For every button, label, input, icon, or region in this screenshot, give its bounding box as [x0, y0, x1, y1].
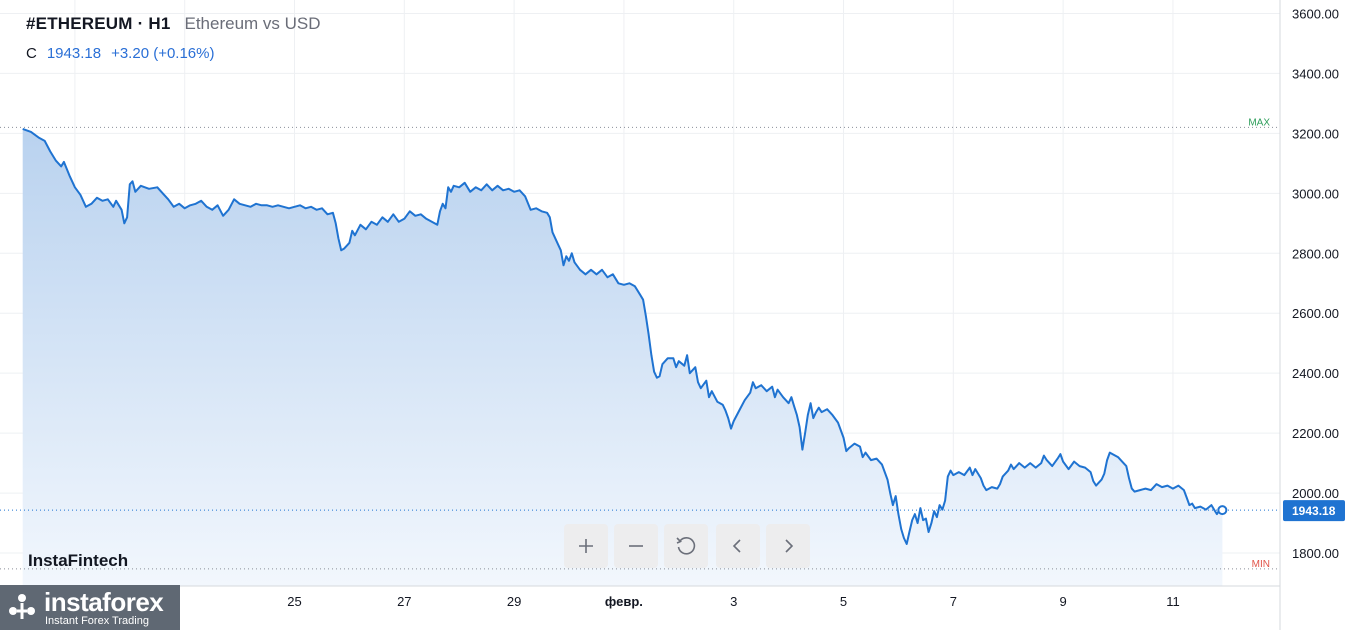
change-value: +3.20 (+0.16%)	[111, 45, 215, 62]
last-price-point	[1217, 505, 1228, 516]
minus-icon	[629, 545, 643, 547]
scroll-left-button[interactable]	[716, 524, 760, 568]
scroll-right-button[interactable]	[766, 524, 810, 568]
symbol-description: Ethereum vs USD	[184, 14, 321, 33]
y-tick-label: 3200.00	[1292, 126, 1339, 141]
logo-name: instaforex	[44, 587, 164, 617]
x-tick-label: 7	[950, 594, 957, 609]
x-tick-label: 5	[840, 594, 847, 609]
y-tick-label: 1800.00	[1292, 546, 1339, 561]
instafintech-logo: InstaFintech	[28, 551, 129, 570]
x-tick-label: 3	[730, 594, 737, 609]
reset-chart-button[interactable]	[664, 524, 708, 568]
ohlc-label: C	[26, 45, 37, 62]
area-layer	[22, 127, 1223, 586]
zoom-out-button[interactable]	[614, 524, 658, 568]
logo-tagline: Instant Forex Trading	[45, 615, 149, 627]
y-tick-label: 2600.00	[1292, 306, 1339, 321]
chart-toolbar	[564, 524, 810, 568]
zoom-in-button[interactable]	[564, 524, 608, 568]
last-price-label: 1943.18	[1292, 504, 1336, 518]
x-tick-label: февр.	[605, 594, 643, 609]
y-tick-label: 2800.00	[1292, 246, 1339, 261]
min-label: MIN	[1252, 559, 1270, 570]
close-value: 1943.18	[46, 45, 102, 62]
max-label: MAX	[1248, 117, 1270, 128]
price-line	[22, 127, 1223, 545]
y-tick-label: 3400.00	[1292, 66, 1339, 81]
chevron-left-icon	[732, 539, 741, 553]
y-tick-label: 2400.00	[1292, 366, 1339, 381]
price-area	[22, 128, 1223, 586]
y-tick-label: 3000.00	[1292, 186, 1339, 201]
x-tick-label: 9	[1060, 594, 1067, 609]
markers: MAX MIN 1943.18	[0, 117, 1345, 570]
last-price-badge	[1283, 500, 1345, 522]
reset-icon	[676, 537, 696, 555]
chevron-right-icon	[785, 539, 794, 553]
symbol-label: #ETHEREUM · H1	[26, 14, 171, 33]
y-tick-label: 2000.00	[1292, 486, 1339, 501]
x-tick-label: 27	[397, 594, 411, 609]
x-tick-label: 25	[287, 594, 301, 609]
y-tick-label: 3600.00	[1292, 6, 1339, 21]
plus-icon	[579, 539, 593, 553]
ohlc-readout: C 1943.18 +3.20 (+0.16%)	[26, 45, 214, 62]
instaforex-logo: instaforex Instant Forex Trading	[0, 585, 180, 630]
y-tick-label: 2200.00	[1292, 426, 1339, 441]
instaforex-mark-icon	[9, 594, 35, 619]
x-tick-label: 29	[507, 594, 521, 609]
chart-title: #ETHEREUM · H1 Ethereum vs USD	[26, 14, 321, 34]
x-tick-label: 11	[1166, 594, 1180, 609]
